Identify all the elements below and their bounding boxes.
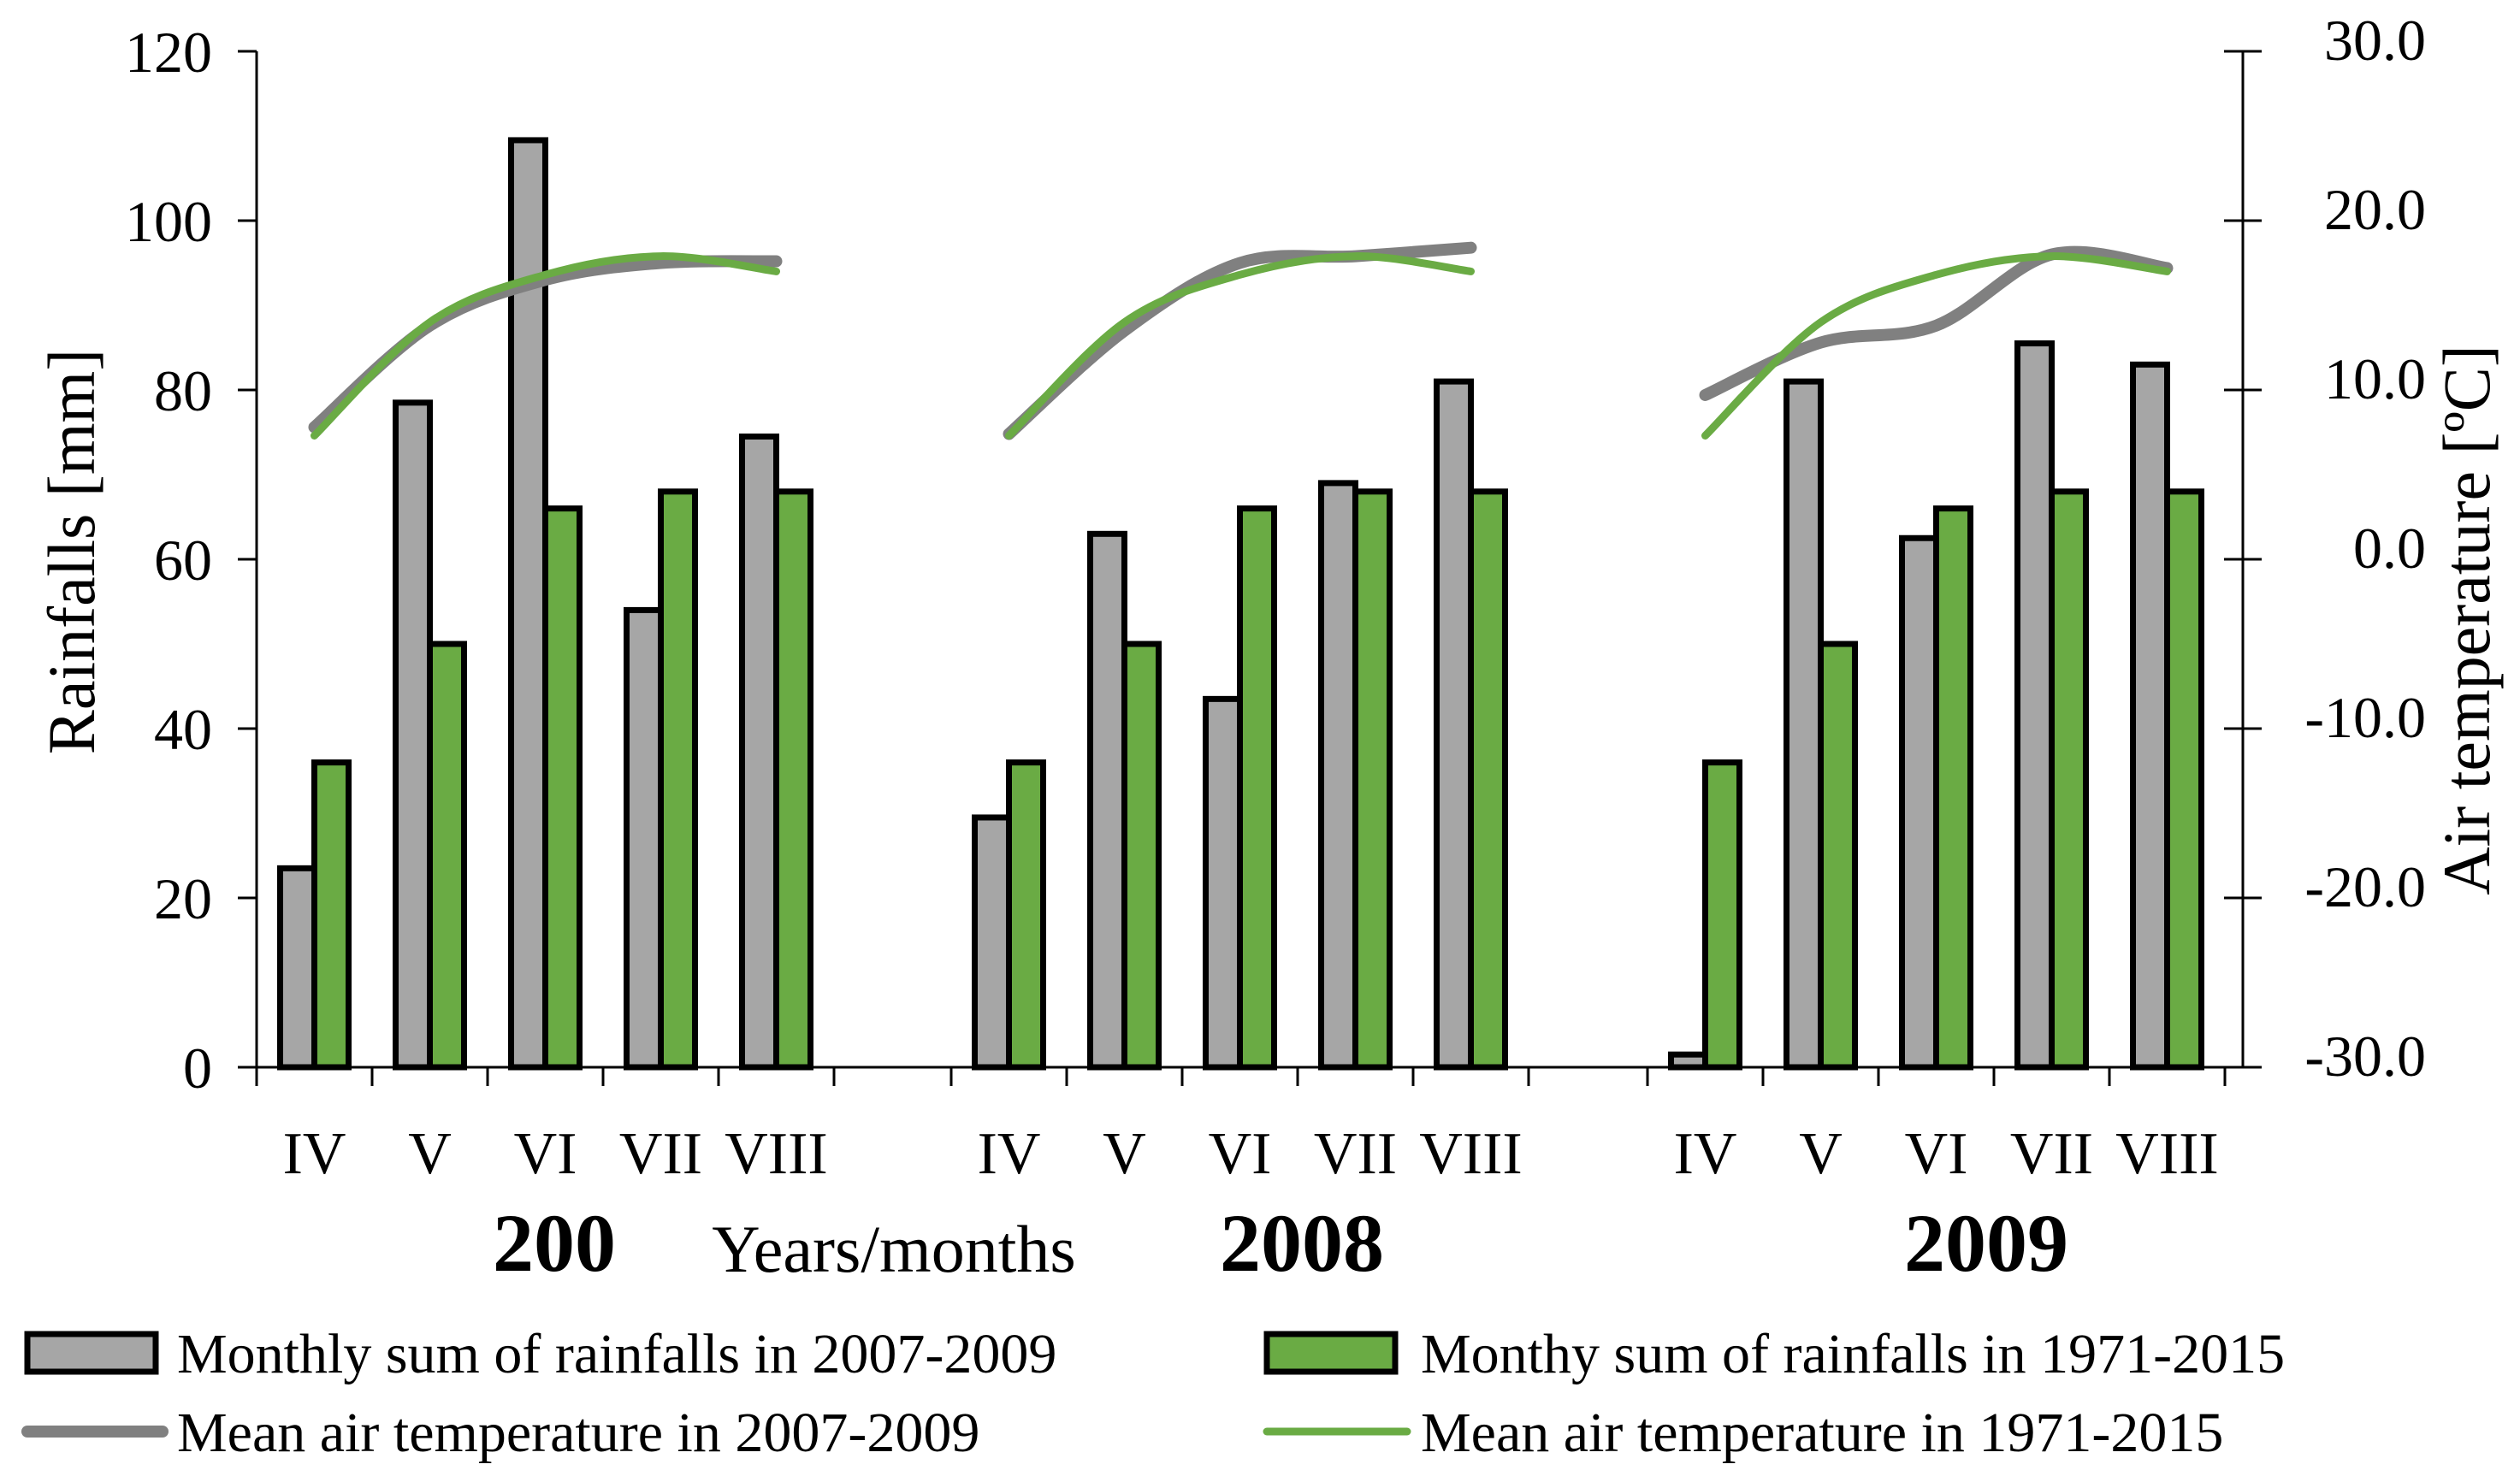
- legend: Monthly sum of rainfalls in 2007-2009 Mo…: [21, 1323, 2285, 1464]
- bar-rain-1971-2015: [542, 505, 583, 1071]
- month-label: IV: [283, 1121, 346, 1187]
- month-label: VIII: [725, 1121, 827, 1187]
- month-label: VI: [1209, 1121, 1272, 1187]
- y-tick-label: 120: [125, 20, 212, 85]
- bar-rain-2007-2009: [2014, 340, 2055, 1071]
- tick-labels: 0 20 40 60 80 100 120 -30.0 -20.0 -10.0 0.0 10.0 20.…: [125, 8, 2426, 1289]
- y2-tick-label: -20.0: [2304, 854, 2426, 919]
- year-label: 2009: [1904, 1197, 2068, 1289]
- month-label: V: [408, 1121, 452, 1187]
- y-tick-label: 20: [154, 866, 212, 931]
- y-tick-label: 40: [154, 697, 212, 762]
- bar-rain-1971-2015: [1933, 505, 1973, 1071]
- bar-rain-1971-2015: [1121, 641, 1162, 1071]
- bar-rain-1971-2015: [1352, 488, 1393, 1071]
- month-label: V: [1799, 1121, 1843, 1187]
- bars: [277, 137, 2204, 1071]
- bar-rain-2007-2009: [1318, 480, 1358, 1071]
- bar-rain-1971-2015: [2164, 488, 2204, 1071]
- y-tick-label: 100: [125, 189, 212, 254]
- line-temp-1971-2015: [1005, 252, 1475, 440]
- bar-rain-2007-2009: [1434, 378, 1474, 1071]
- month-label: IV: [978, 1121, 1041, 1187]
- y2-tick-label: 10.0: [2324, 346, 2426, 411]
- bar-rain-1971-2015: [1237, 505, 1277, 1071]
- bar-rain-2007-2009: [508, 137, 548, 1071]
- month-label: VIII: [1419, 1121, 1522, 1187]
- bar-rain-2007-2009: [277, 865, 317, 1071]
- line-temp-1971-2015: [1701, 252, 2171, 440]
- bar-rain-1971-2015: [1006, 759, 1046, 1071]
- month-label: V: [1103, 1121, 1146, 1187]
- bar-rain-1971-2015: [2049, 488, 2089, 1071]
- month-label: VII: [1314, 1121, 1397, 1187]
- year-label: 200: [493, 1197, 616, 1289]
- line-temp-2007-2009: [1003, 241, 1477, 440]
- legend-swatch-rain-2007-2009: [24, 1331, 159, 1375]
- legend-label-rain-1971-2015: Monthy sum of rainfalls in 1971-2015: [1421, 1323, 2285, 1385]
- month-label: IV: [1674, 1121, 1737, 1187]
- month-label: VIII: [2115, 1121, 2218, 1187]
- y-tick-label: 0: [183, 1036, 212, 1101]
- bar-rain-2007-2009: [1203, 695, 1243, 1071]
- month-label: VI: [514, 1121, 577, 1187]
- y2-tick-label: 30.0: [2324, 8, 2426, 73]
- y-tick-label: 80: [154, 358, 212, 423]
- y-axis-title: Rainfalls [mm]: [34, 349, 109, 754]
- y2-tick-label: 20.0: [2324, 177, 2426, 242]
- bar-rain-1971-2015: [427, 641, 467, 1071]
- year-label: 2008: [1220, 1197, 1384, 1289]
- bar-rain-1971-2015: [1818, 641, 1858, 1071]
- bar-rain-2007-2009: [739, 433, 779, 1071]
- bar-rain-1971-2015: [311, 759, 352, 1071]
- bar-rain-1971-2015: [1468, 488, 1508, 1071]
- bar-rain-2007-2009: [972, 814, 1012, 1071]
- y2-axis-title: Air temperature [ºC]: [2429, 345, 2504, 895]
- y-tick-label: 60: [154, 528, 212, 593]
- bar-rain-2007-2009: [1668, 1051, 1708, 1071]
- bar-rain-2007-2009: [1784, 378, 1824, 1071]
- x-axis-title: Years/months: [712, 1212, 1075, 1286]
- month-label: VI: [1905, 1121, 1968, 1187]
- bar-rain-1971-2015: [773, 488, 813, 1071]
- legend-label-temp-1971-2015: Mean air temperature in 1971-2015: [1421, 1402, 2223, 1464]
- y2-tick-label: -10.0: [2304, 685, 2426, 750]
- month-label: VII: [2010, 1121, 2093, 1187]
- month-label: VII: [619, 1121, 702, 1187]
- temperature-lines: [308, 241, 2174, 440]
- line-temp-1971-2015: [311, 252, 780, 440]
- bar-rain-2007-2009: [624, 606, 664, 1071]
- y2-tick-label: 0.0: [2353, 516, 2426, 581]
- legend-label-temp-2007-2009: Mean air temperature in 2007-2009: [177, 1402, 979, 1464]
- y2-tick-label: -30.0: [2304, 1024, 2426, 1089]
- bar-rain-1971-2015: [658, 488, 698, 1071]
- bar-rain-1971-2015: [1702, 759, 1742, 1071]
- legend-swatch-rain-1971-2015: [1263, 1331, 1399, 1375]
- bar-rain-2007-2009: [1087, 530, 1127, 1071]
- bar-rain-2007-2009: [2130, 361, 2170, 1071]
- bar-rain-2007-2009: [393, 399, 433, 1071]
- legend-label-rain-2007-2009: Monthly sum of rainfalls in 2007-2009: [177, 1323, 1056, 1385]
- bar-rain-2007-2009: [1899, 534, 1939, 1071]
